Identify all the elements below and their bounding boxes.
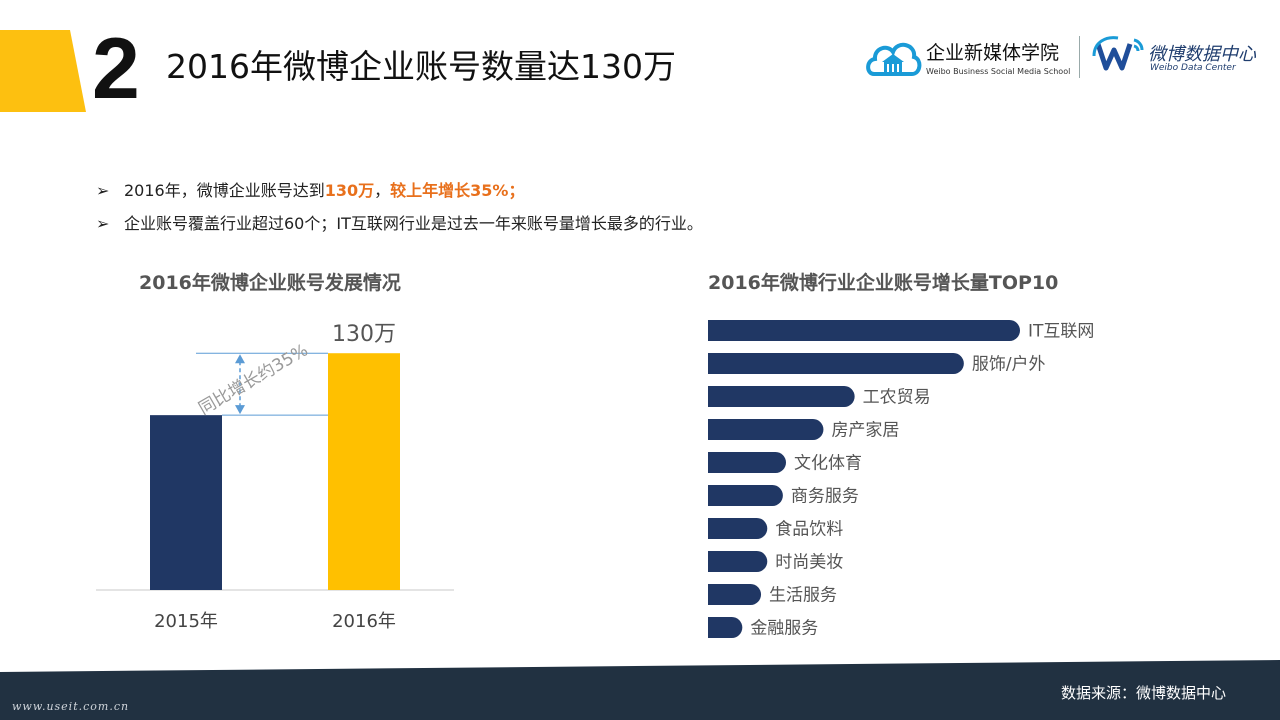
category-label: 房产家居 bbox=[831, 421, 899, 441]
bar-1 bbox=[150, 415, 222, 590]
category-label: 工农贸易 bbox=[863, 388, 931, 408]
category-label: 商务服务 bbox=[791, 487, 859, 507]
category-label: 食品饮料 bbox=[775, 520, 843, 540]
data-source: 数据来源：微博数据中心 bbox=[1060, 684, 1226, 702]
weibo-data-center-logo: 微博数据中心 Weibo Data Center bbox=[1090, 32, 1270, 82]
footer-band bbox=[0, 660, 1280, 720]
school-name: 企业新媒体学院 bbox=[926, 42, 1060, 64]
right-chart-title: 2016年微博行业企业账号增长量TOP10 bbox=[708, 272, 1059, 294]
growth-annotation: 同比增长约35% bbox=[195, 340, 311, 419]
website-watermark: www.useit.com.cn bbox=[12, 700, 130, 713]
category-label: 金融服务 bbox=[750, 619, 818, 639]
x-tick-label: 2015年 bbox=[154, 611, 218, 632]
bullet-2: ➢ 企业账号覆盖行业超过60个；IT互联网行业是过去一年来账号量增长最多的行业。 bbox=[96, 214, 703, 233]
bar-9 bbox=[708, 584, 762, 605]
bar-4 bbox=[708, 419, 824, 440]
arrow-up-icon bbox=[235, 354, 245, 364]
bullet-arrow-icon: ➢ bbox=[96, 214, 110, 233]
bar-10 bbox=[708, 617, 743, 638]
school-en: Weibo Business Social Media School bbox=[926, 67, 1071, 76]
bullet-arrow-icon: ➢ bbox=[96, 181, 110, 200]
school-logo: 企业新媒体学院 Weibo Business Social Media Scho… bbox=[864, 32, 1070, 82]
category-label: 生活服务 bbox=[769, 586, 837, 606]
bar-7 bbox=[708, 518, 768, 539]
category-label: IT互联网 bbox=[1028, 322, 1094, 342]
arrow-down-icon bbox=[235, 405, 245, 415]
bar-5 bbox=[708, 452, 786, 473]
bar-8 bbox=[708, 551, 768, 572]
bar-3 bbox=[708, 386, 855, 407]
data-label: 130万 bbox=[332, 322, 396, 347]
center-name: 微博数据中心 bbox=[1148, 44, 1256, 65]
bullet-1: ➢ 2016年，微博企业账号达到130万，较上年增长35%； bbox=[96, 181, 525, 200]
page-title: 2016年微博企业账号数量达130万 bbox=[166, 47, 676, 86]
left-chart-title: 2016年微博企业账号发展情况 bbox=[139, 272, 401, 294]
accent-shape bbox=[0, 30, 86, 112]
bar-1 bbox=[708, 320, 1020, 341]
center-en: Weibo Data Center bbox=[1150, 63, 1236, 73]
weibo-w-icon bbox=[1092, 36, 1144, 71]
industry-top10-chart: IT互联网服饰/户外工农贸易房产家居文化体育商务服务食品饮料时尚美妆生活服务金融… bbox=[708, 320, 1094, 639]
bar-2 bbox=[708, 353, 964, 374]
cloud-house-icon bbox=[866, 42, 922, 76]
x-tick-label: 2016年 bbox=[332, 611, 396, 632]
category-label: 文化体育 bbox=[794, 454, 862, 474]
section-number: 2 bbox=[92, 21, 140, 117]
category-label: 服饰/户外 bbox=[972, 355, 1046, 375]
logo-divider bbox=[1079, 36, 1080, 78]
category-label: 时尚美妆 bbox=[775, 553, 843, 573]
bar-2 bbox=[328, 353, 400, 590]
bar-6 bbox=[708, 485, 783, 506]
